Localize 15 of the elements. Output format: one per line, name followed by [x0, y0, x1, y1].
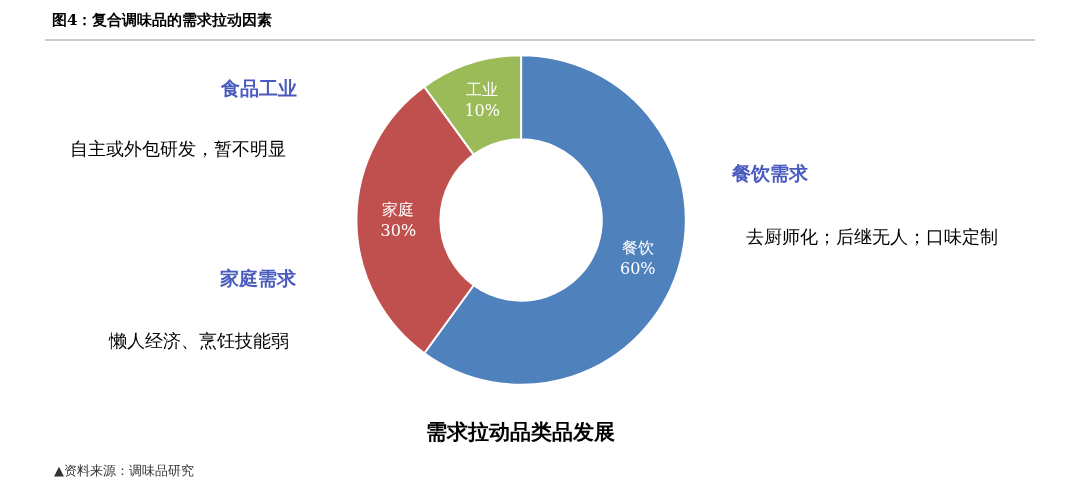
text: 自主或外包研发，暂不明显: [70, 138, 286, 159]
data-label: 10%: [464, 101, 500, 121]
text: 食品工业: [220, 77, 297, 99]
text: 去厨师化；后继无人；口味定制: [746, 226, 998, 247]
text: 家庭需求: [219, 267, 297, 289]
text: 懒人经济、烹饪技能弱: [108, 330, 289, 351]
slice-label: 工业: [466, 80, 499, 100]
slice-label: 家庭: [382, 200, 415, 220]
text: 需求拉动品类品发展: [426, 420, 615, 444]
data-label: 30%: [380, 220, 417, 240]
text: ▲资料来源：调味品研究: [54, 463, 194, 478]
slice-label: 餐饮: [621, 237, 654, 257]
text: 餐饮需求: [731, 162, 809, 184]
data-label: 60%: [620, 258, 656, 278]
text: 图4：复合调味品的需求拉动因素: [52, 11, 273, 30]
